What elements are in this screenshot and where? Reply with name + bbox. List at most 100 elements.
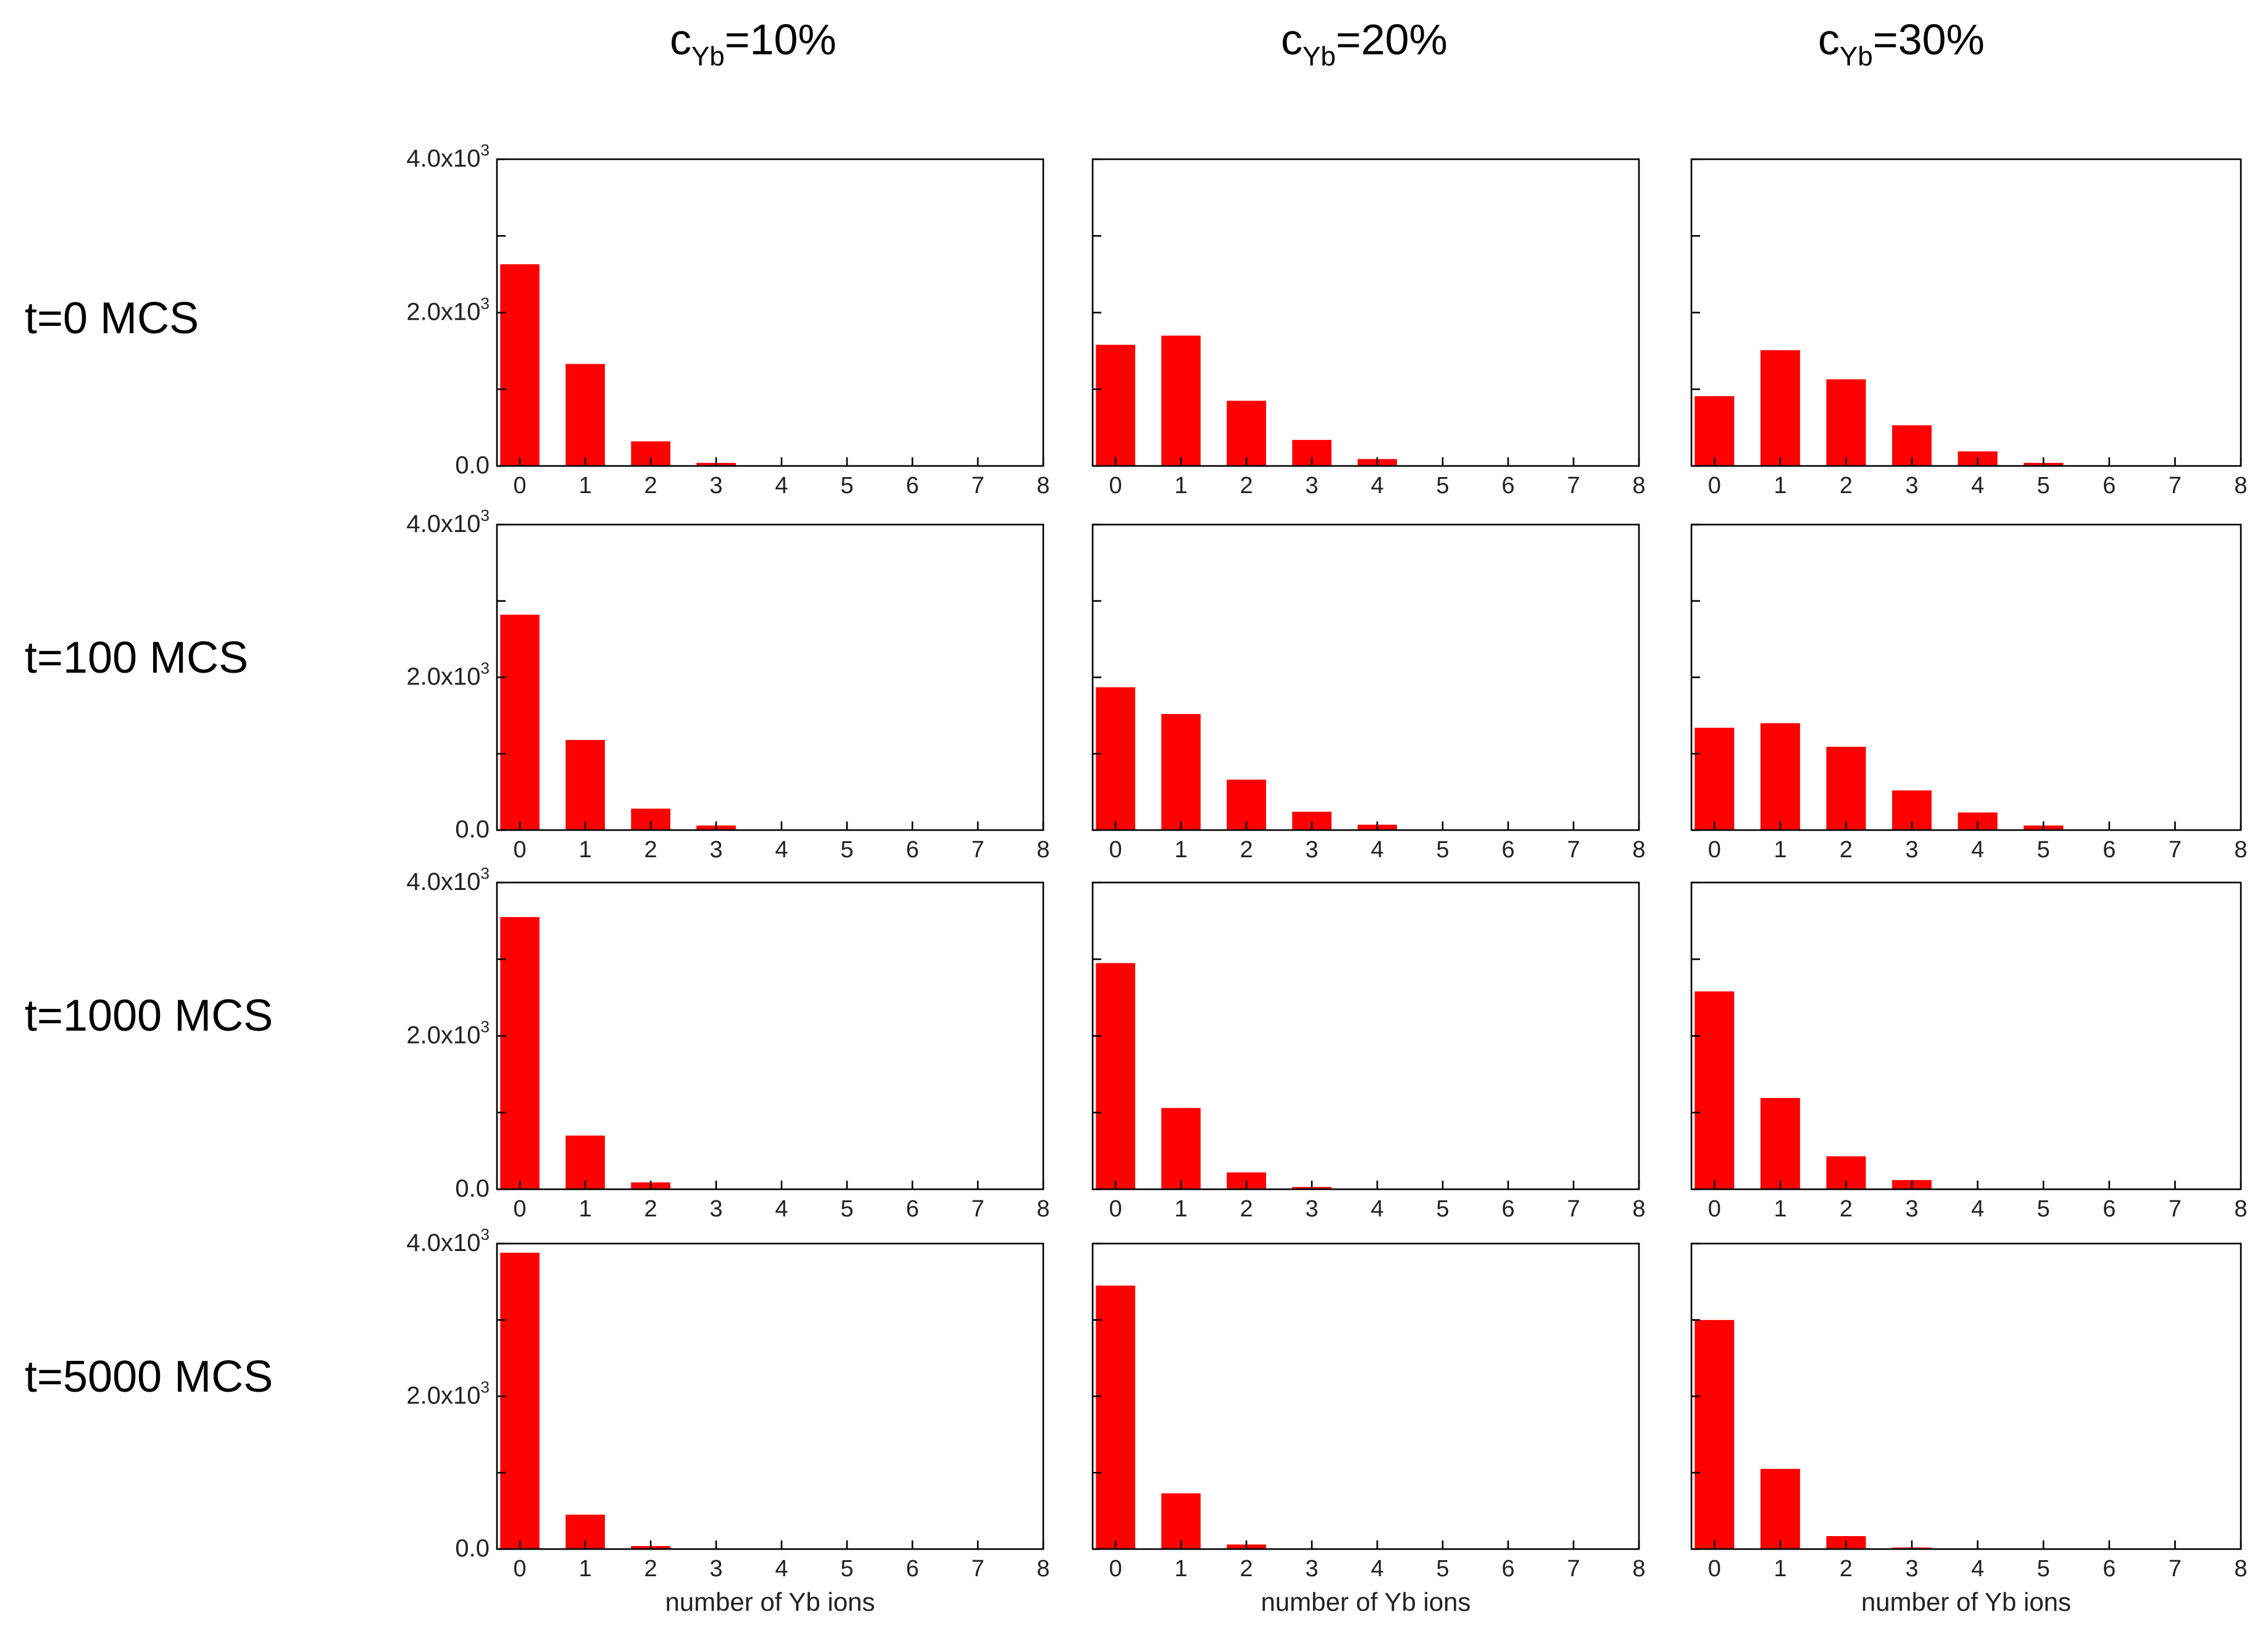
column-title-0: cYb=10% [670, 15, 836, 72]
x-tick-label: 5 [1436, 1196, 1449, 1222]
x-tick-label: 6 [906, 837, 919, 863]
x-tick-label: 2 [644, 1196, 657, 1222]
x-tick-label: 8 [1036, 1556, 1049, 1582]
panel-r2-c1: 0 1 2 3 4 5 6 7 8 [1091, 881, 1646, 1222]
row-titles: t=0 MCS t=100 MCS t=1000 MCS t=5000 MCS [25, 294, 273, 1402]
x-tick-label: 4 [1370, 473, 1383, 499]
x-tick-label: 8 [1036, 1196, 1049, 1222]
x-tick-label: 4 [1971, 837, 1984, 863]
x-tick-label: 0 [514, 837, 527, 863]
y-tick-label: 2.0x103 [406, 659, 490, 691]
x-tick-label: 1 [579, 837, 592, 863]
bar-1 [1161, 335, 1201, 466]
y-tick-label: 2.0x103 [406, 1378, 490, 1410]
x-tick-label: 4 [1370, 837, 1383, 863]
x-tick-label: 8 [2234, 1556, 2247, 1582]
y-tick-label: 4.0x103 [406, 506, 490, 538]
x-tick-label: 1 [1175, 1196, 1188, 1222]
x-tick-label: 2 [1240, 837, 1253, 863]
bar-1 [1760, 723, 1800, 831]
x-tick-label: 1 [1774, 837, 1786, 863]
x-tick-label: 6 [2103, 1196, 2116, 1222]
x-tick-label: 7 [1567, 473, 1580, 499]
panel-r3-c1: 0 1 2 3 4 5 6 7 8 number of Yb ions [1091, 1242, 1646, 1616]
row-title-0: t=0 MCS [25, 294, 199, 343]
x-tick-label: 3 [709, 1556, 722, 1582]
bar-2 [1826, 379, 1866, 466]
x-tick-label: 2 [644, 837, 657, 863]
panel-r0-c0: 0.0 2.0x103 4.0x103 0 1 2 3 4 5 6 7 8 [406, 141, 1049, 499]
row-title-3: t=5000 MCS [25, 1352, 273, 1402]
x-tick-label: 7 [1567, 1556, 1580, 1582]
bar-1 [1161, 713, 1201, 830]
y-tick-label: 2.0x103 [406, 1018, 490, 1049]
x-tick-label: 0 [1708, 1556, 1721, 1582]
x-tick-label: 3 [709, 1196, 722, 1222]
x-tick-label: 0 [514, 1556, 527, 1582]
x-tick-label: 2 [1840, 837, 1853, 863]
y-tick-label: 0.0 [455, 1535, 490, 1562]
x-tick-label: 5 [2037, 1556, 2050, 1582]
x-tick-label: 4 [1370, 1556, 1383, 1582]
bar-0 [1096, 344, 1135, 466]
x-tick-label: 0 [1109, 1196, 1122, 1222]
x-tick-label: 7 [1567, 837, 1580, 863]
x-tick-label: 5 [840, 1556, 853, 1582]
y-tick-label: 4.0x103 [406, 1225, 490, 1257]
x-tick-label: 8 [1632, 1556, 1645, 1582]
panel-r3-c2: 0 1 2 3 4 5 6 7 8 number of Yb ions [1690, 1242, 2248, 1616]
x-tick-label: 0 [514, 473, 527, 499]
y-tick-label: 2.0x103 [406, 294, 490, 326]
x-tick-label: 5 [2037, 473, 2050, 499]
x-tick-label: 3 [709, 837, 722, 863]
x-axis-label: number of Yb ions [1261, 1587, 1470, 1616]
bar-0 [500, 1252, 540, 1549]
x-tick-label: 3 [1905, 1196, 1918, 1222]
x-tick-label: 4 [1971, 1556, 1984, 1582]
x-tick-label: 1 [579, 1196, 592, 1222]
bar-0 [500, 916, 540, 1189]
x-tick-label: 2 [1840, 473, 1853, 499]
x-tick-label: 4 [775, 1196, 788, 1222]
x-tick-label: 6 [2103, 473, 2116, 499]
x-tick-label: 0 [1109, 1556, 1122, 1582]
x-tick-label: 6 [2103, 1556, 2116, 1582]
x-axis-label: number of Yb ions [1861, 1587, 2071, 1616]
x-tick-label: 8 [2234, 473, 2247, 499]
bar-0 [1695, 396, 1735, 466]
x-tick-label: 3 [1305, 1556, 1318, 1582]
bar-1 [1760, 1469, 1800, 1549]
x-tick-label: 6 [1501, 1556, 1514, 1582]
x-tick-label: 3 [709, 473, 722, 499]
x-tick-label: 3 [1905, 837, 1918, 863]
x-tick-label: 1 [1175, 1556, 1188, 1582]
x-tick-label: 5 [1436, 837, 1449, 863]
x-tick-label: 8 [1632, 1196, 1645, 1222]
x-tick-label: 7 [2169, 1556, 2182, 1582]
x-tick-label: 5 [2037, 1196, 2050, 1222]
x-tick-label: 7 [2169, 473, 2182, 499]
bar-1 [565, 740, 605, 830]
bar-0 [1695, 991, 1735, 1189]
x-tick-label: 2 [1240, 1556, 1253, 1582]
column-title-2: cYb=30% [1818, 15, 1985, 72]
panels: 0.0 2.0x103 4.0x103 0 1 2 3 4 5 6 7 8 0 1 2 3 4 5 6 7 8 0 1 2 3 4… [406, 141, 2247, 1616]
x-tick-label: 6 [906, 1556, 919, 1582]
x-tick-label: 2 [1240, 1196, 1253, 1222]
x-tick-label: 5 [1436, 473, 1449, 499]
x-tick-label: 6 [906, 473, 919, 499]
x-tick-label: 8 [2234, 1196, 2247, 1222]
bar-1 [565, 1136, 605, 1189]
x-tick-label: 8 [1632, 473, 1645, 499]
x-tick-label: 3 [1905, 1556, 1918, 1582]
column-titles: cYb=10% cYb=20% cYb=30% [670, 15, 1985, 72]
bar-0 [500, 615, 540, 830]
x-tick-label: 0 [1708, 1196, 1721, 1222]
y-tick-label: 0.0 [455, 452, 490, 479]
x-tick-label: 5 [840, 837, 853, 863]
row-title-1: t=100 MCS [25, 633, 248, 683]
y-tick-label: 0.0 [455, 816, 490, 843]
panel-r1-c1: 0 1 2 3 4 5 6 7 8 [1091, 523, 1646, 863]
x-tick-label: 1 [1774, 1556, 1786, 1582]
x-tick-label: 4 [1370, 1196, 1383, 1222]
